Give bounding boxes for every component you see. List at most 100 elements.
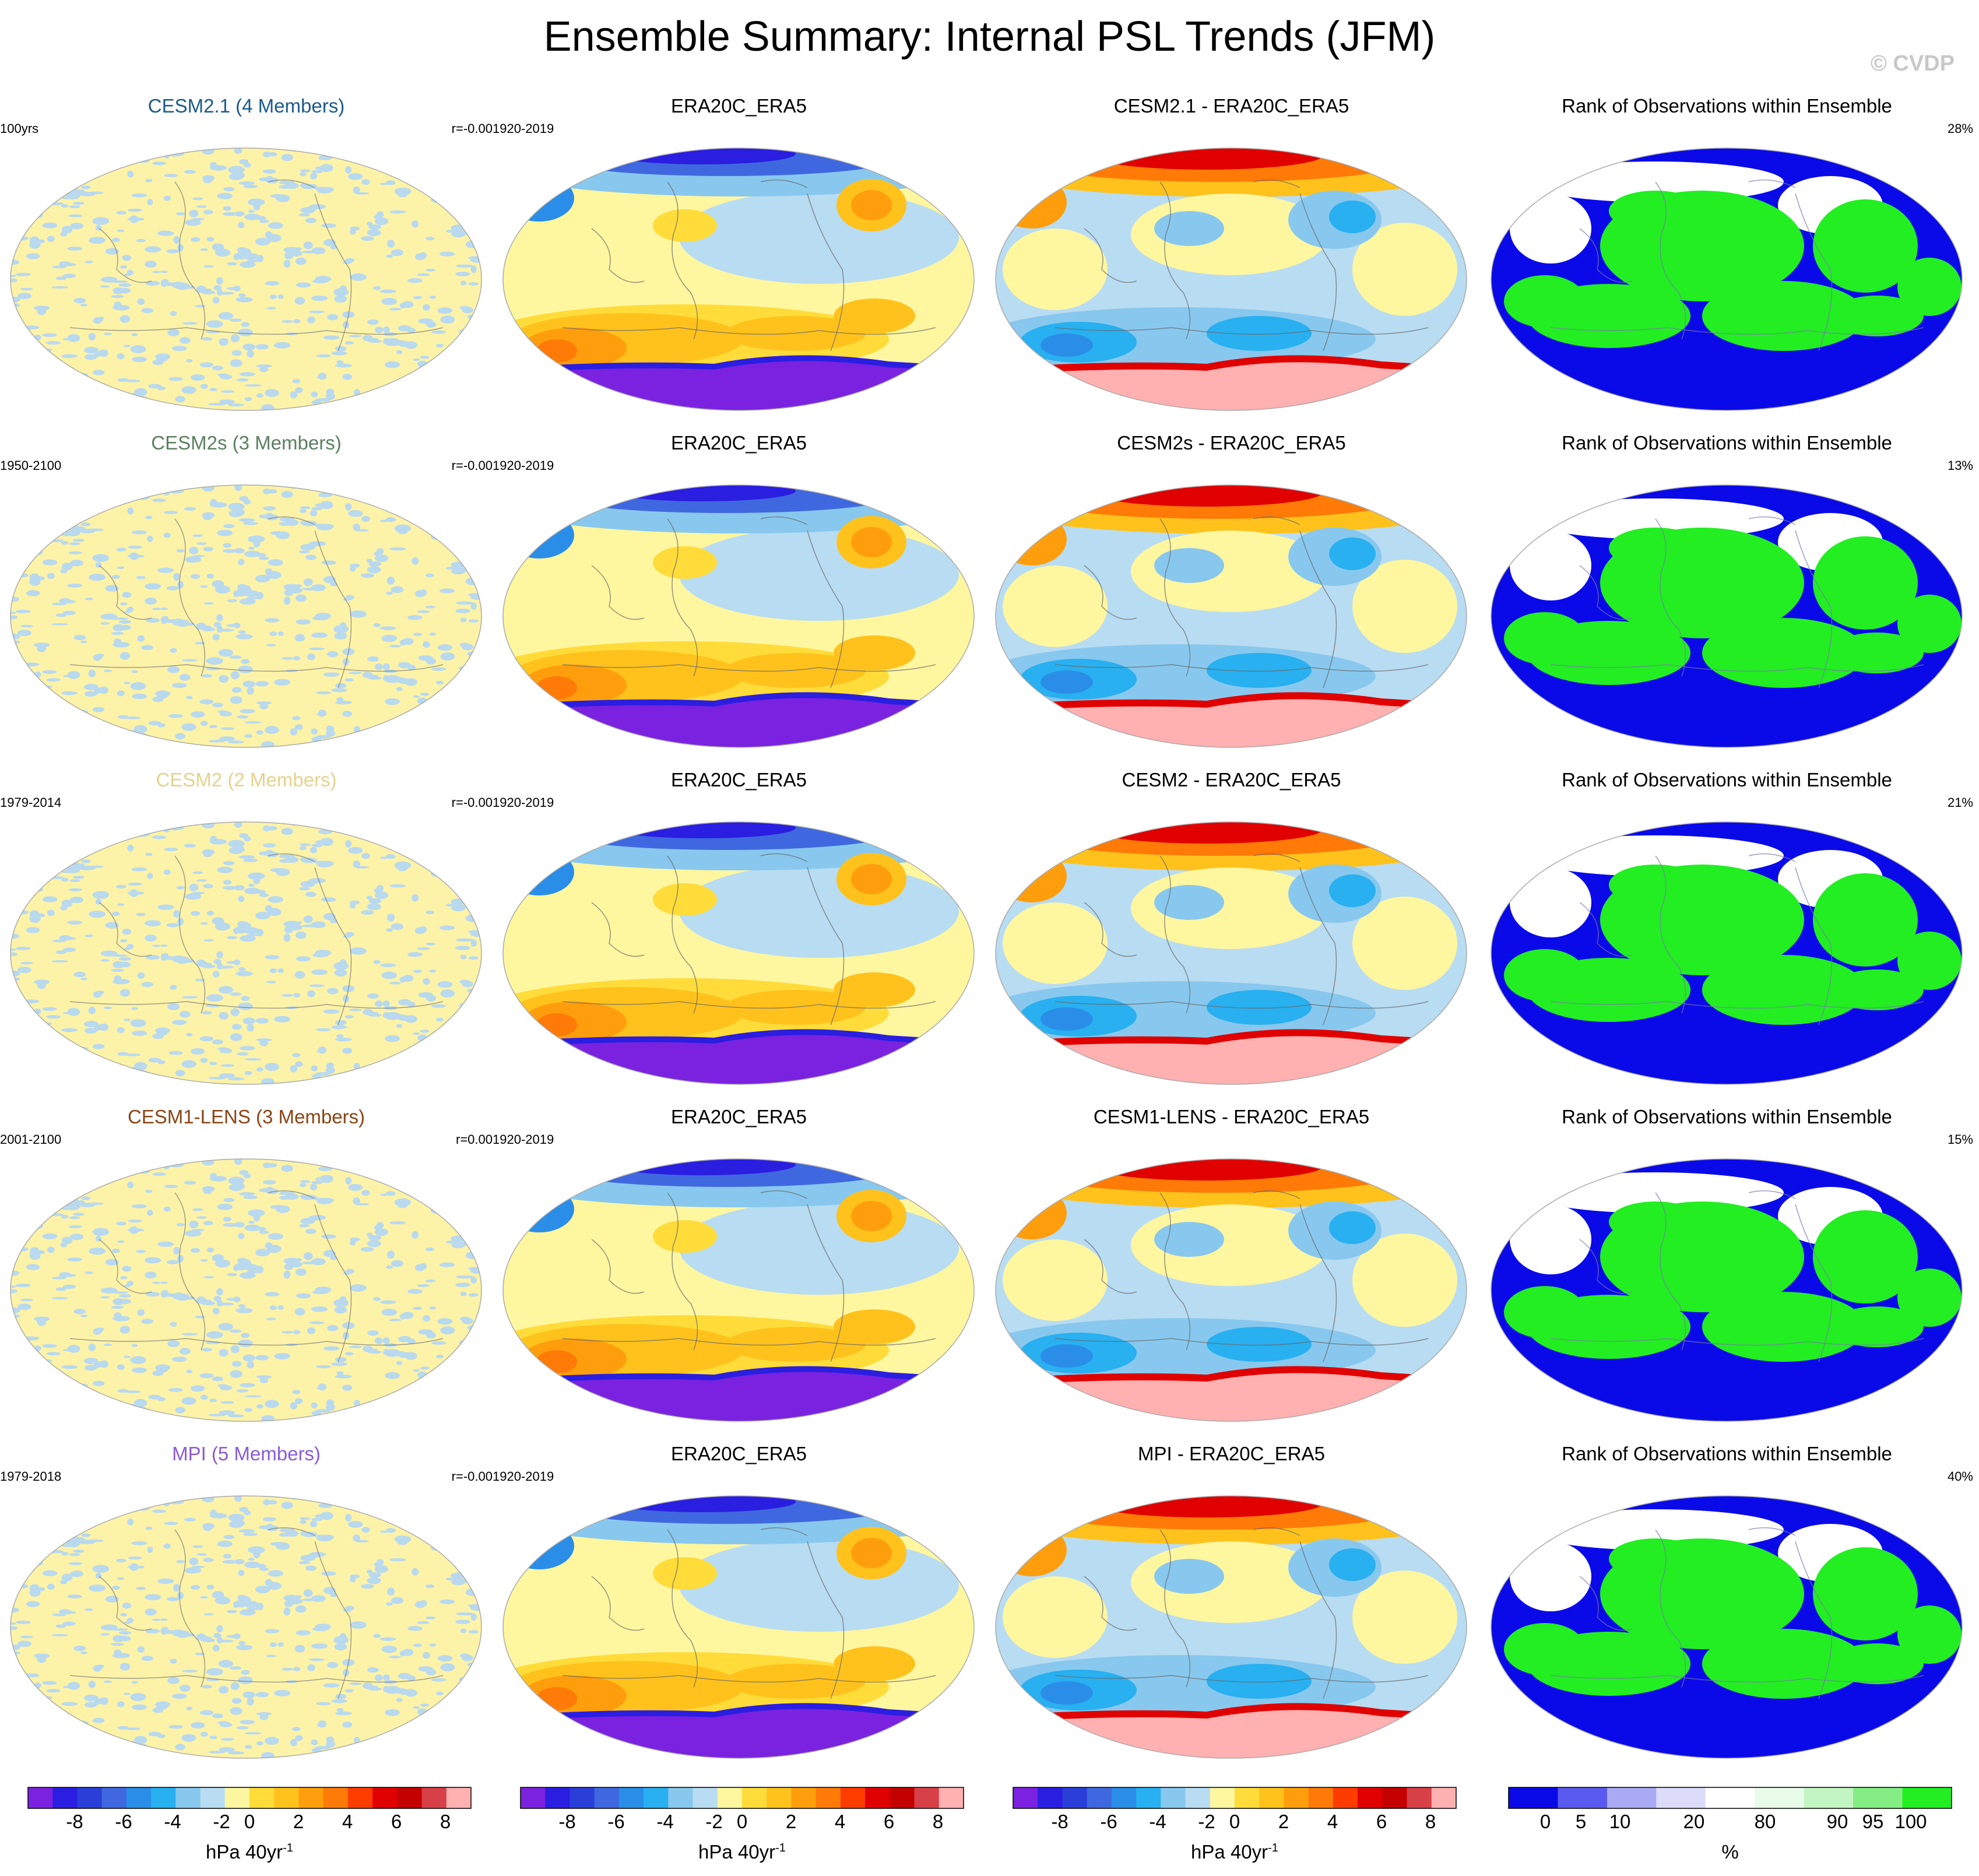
contour-patch [16, 1733, 33, 1738]
coastline [1579, 565, 1633, 620]
contour-patch [318, 148, 331, 152]
contour-patch [279, 522, 291, 526]
unit-exponent: -1 [1268, 1842, 1278, 1854]
contour-patch [66, 1496, 81, 1503]
contour-patch [394, 1752, 409, 1756]
contour-patch [472, 485, 481, 491]
contour-patch [96, 350, 108, 357]
contour-patch [1003, 229, 1108, 310]
contour-patch [235, 971, 253, 976]
contour-patch [228, 1513, 245, 1522]
contour-patch [389, 547, 406, 551]
contour-patch [233, 1296, 241, 1302]
colorbar-swatch [1210, 1787, 1235, 1808]
colorbar-swatch [1013, 1787, 1038, 1808]
contour-patch [99, 164, 114, 171]
coastline [1054, 1338, 1429, 1346]
contour-patch [472, 1164, 481, 1170]
contour-patch [241, 322, 250, 327]
contour-patch [248, 883, 255, 887]
contour-patch [66, 1159, 81, 1167]
contour-patch [256, 1404, 263, 1409]
contour-patch [323, 1009, 340, 1014]
contour-patch [377, 1161, 393, 1166]
contour-patch [290, 1401, 297, 1410]
colorbar-observations: -8 -6 -4 -2 0 2 4 6 8 hPa 40yr-1 [520, 1787, 964, 1863]
tick-label: 95 [1862, 1811, 1884, 1832]
contour-patch [254, 1564, 266, 1568]
contour-patch [429, 295, 437, 299]
contour-patch [152, 607, 161, 610]
contour-patch [78, 485, 93, 493]
contour-patch [81, 1533, 91, 1537]
contour-patch [117, 1577, 125, 1580]
contour-patch [465, 1379, 472, 1387]
contour-patch [230, 1008, 240, 1017]
contour-patch [292, 1390, 301, 1394]
contour-patch [160, 616, 167, 624]
contour-patch [462, 842, 477, 845]
contour-patch [283, 933, 291, 942]
contour-patch [170, 1322, 177, 1327]
contour-patch [394, 1415, 409, 1420]
contour-patch [345, 503, 352, 511]
contour-patch [94, 990, 103, 996]
contour-patch [1329, 1211, 1376, 1244]
panel-diff-row5: MPI - ERA20C_ERA5 [985, 1442, 1478, 1769]
contour-patch [157, 1578, 174, 1584]
contour-patch [429, 1643, 437, 1647]
contour-patch [40, 203, 48, 209]
contour-patch [368, 898, 382, 904]
contour-patch [17, 293, 31, 300]
contour-patch [184, 1181, 196, 1185]
map-field [503, 1496, 974, 1758]
contour-patch [318, 155, 333, 160]
contour-patch [45, 356, 55, 362]
contour-patch [1207, 653, 1312, 688]
contour-patch [277, 1305, 284, 1310]
contour-patch [145, 261, 157, 268]
contour-patch [10, 345, 23, 350]
contour-patch [316, 1028, 331, 1032]
map-outline [995, 147, 1467, 411]
contour-patch [455, 681, 463, 686]
contour-patch [85, 831, 103, 839]
coastline [1253, 179, 1300, 188]
contour-patch [206, 1668, 223, 1676]
contour-patch [216, 1288, 223, 1296]
contour-patch [128, 882, 143, 886]
contour-patch [182, 1670, 198, 1673]
contour-patch [85, 1365, 97, 1371]
coastline [760, 1190, 808, 1199]
contour-patch [206, 320, 223, 328]
contour-patch [404, 1389, 420, 1396]
panel-title: ERA20C_ERA5 [671, 95, 807, 117]
contour-patch [295, 257, 307, 265]
contour-patch [255, 574, 270, 583]
contour-patch [244, 1395, 262, 1398]
contour-patch [426, 1247, 435, 1252]
contour-patch [426, 1501, 435, 1506]
colorbar-swatch [1259, 1787, 1284, 1808]
panel-correlation: r=-0.00 [451, 1469, 493, 1484]
contour-patch [536, 1350, 577, 1373]
contour-patch [424, 729, 435, 738]
contour-patch [175, 619, 190, 627]
contour-patch [303, 578, 313, 586]
contour-patch [455, 1283, 470, 1287]
contour-patch [336, 1034, 344, 1038]
contour-patch [378, 1163, 390, 1168]
contour-patch [235, 297, 253, 303]
contour-patch [266, 307, 276, 310]
contour-patch [11, 1163, 23, 1171]
contour-patch [11, 1500, 23, 1508]
contour-patch [200, 922, 208, 925]
coastline [1550, 1338, 1924, 1346]
tick-label: 6 [1376, 1811, 1387, 1832]
contour-patch [259, 703, 269, 709]
tick-label: 0 [1229, 1811, 1240, 1832]
contour-patch [167, 329, 180, 336]
contour-patch [218, 1660, 234, 1668]
contour-patch [468, 282, 479, 286]
contour-patch [834, 1646, 915, 1681]
